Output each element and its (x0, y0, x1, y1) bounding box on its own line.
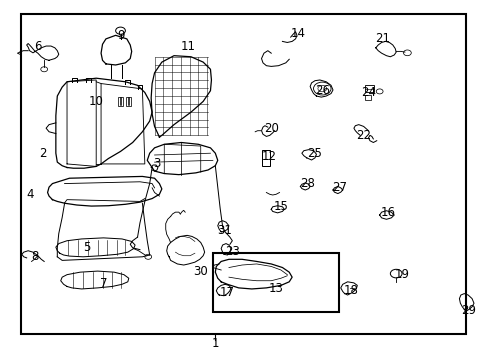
Text: 12: 12 (261, 150, 276, 163)
Text: 11: 11 (181, 40, 196, 53)
Text: 28: 28 (300, 177, 314, 190)
Text: 13: 13 (268, 283, 283, 296)
Bar (21, 14, 465, 334)
Text: 30: 30 (193, 265, 208, 278)
Bar (212, 253, 339, 312)
Text: 27: 27 (331, 181, 346, 194)
Bar (261, 150, 270, 166)
Text: 21: 21 (375, 32, 390, 45)
Text: 18: 18 (344, 284, 358, 297)
Text: 10: 10 (89, 95, 103, 108)
Text: 16: 16 (380, 206, 395, 219)
Text: 1: 1 (211, 337, 219, 350)
Text: 2: 2 (39, 147, 46, 160)
Text: 4: 4 (27, 188, 34, 201)
Text: 31: 31 (217, 224, 232, 237)
Text: 6: 6 (34, 40, 41, 53)
Bar (365, 95, 370, 100)
Text: 25: 25 (307, 147, 322, 160)
Text: 5: 5 (82, 241, 90, 255)
Text: 24: 24 (360, 86, 375, 99)
Text: 3: 3 (153, 157, 161, 170)
Text: 17: 17 (220, 286, 235, 299)
Text: 15: 15 (273, 200, 288, 213)
Text: 26: 26 (314, 84, 329, 97)
Text: 9: 9 (117, 29, 124, 42)
Text: 14: 14 (290, 27, 305, 40)
Bar (126, 98, 131, 106)
Bar (118, 98, 122, 106)
Text: 29: 29 (460, 304, 475, 317)
Text: 7: 7 (100, 277, 107, 290)
Text: 19: 19 (394, 268, 409, 281)
Text: 20: 20 (263, 122, 278, 135)
Bar (365, 85, 373, 93)
Text: 8: 8 (32, 250, 39, 263)
Text: 23: 23 (224, 245, 239, 258)
Text: 22: 22 (355, 129, 370, 142)
